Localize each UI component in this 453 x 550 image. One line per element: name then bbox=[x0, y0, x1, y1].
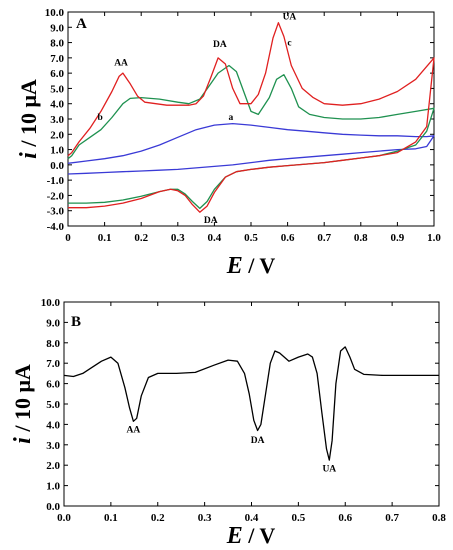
panel-a-label: A bbox=[76, 16, 87, 32]
panel-a-annotations: AA DA UA c a b DA bbox=[98, 13, 297, 226]
panel-a-x-ticks: 0 0.1 0.2 0.3 0.4 0.5 0.6 0.7 0.8 0.9 1.0 bbox=[65, 12, 441, 244]
panel-a-annotation: DA bbox=[213, 40, 227, 50]
panel-b-x-tick-label: 0.0 bbox=[57, 512, 71, 524]
panel-b-y-tick-label: 6.0 bbox=[46, 379, 60, 391]
panel-a-x-axis-label: E / V bbox=[226, 253, 276, 279]
panel-a-x-tick-label: 0.1 bbox=[98, 232, 112, 244]
panel-a-y-ticks: -4.0 -3.0 -2.0 -1.0 0.0 1.0 2.0 3.0 4.0 5.0 6.0 7.0… bbox=[45, 7, 434, 233]
panel-a-y-tick-label: 5.0 bbox=[50, 83, 64, 95]
panel-a-y-tick-label: -2.0 bbox=[47, 190, 65, 202]
panel-b-x-tick-label: 0.6 bbox=[338, 512, 352, 524]
panel-b-series-0 bbox=[63, 346, 439, 461]
panel-b-y-tick-label: 5.0 bbox=[46, 399, 60, 411]
panel-a-series-b bbox=[67, 64, 435, 210]
panel-b-x-tick-label: 0.8 bbox=[432, 512, 446, 524]
panel-b-x-axis-symbol: E bbox=[226, 523, 243, 549]
panel-a-series-a bbox=[67, 122, 435, 175]
panel-b-y-ticks: 0.0 1.0 2.0 3.0 4.0 5.0 6.0 7.0 8.0 9.0 10.0 bbox=[41, 297, 439, 513]
panel-a-y-axis-symbol: i bbox=[16, 152, 42, 159]
panel-a-y-tick-label: 7.0 bbox=[50, 53, 64, 65]
panel-b-x-tick-label: 0.4 bbox=[245, 512, 259, 524]
panel-a-x-tick-label: 0.7 bbox=[317, 232, 331, 244]
panel-a-annotation: AA bbox=[114, 59, 128, 69]
panel-a-y-tick-label: -4.0 bbox=[47, 221, 65, 233]
panel-b-annotation: UA bbox=[322, 464, 336, 474]
panel-a-x-tick-label: 0.9 bbox=[391, 232, 405, 244]
panel-a-x-tick-label: 1.0 bbox=[427, 232, 441, 244]
panel-a-y-tick-label: 4.0 bbox=[50, 99, 64, 111]
panel-b-y-tick-label: 8.0 bbox=[46, 338, 60, 350]
panel-a-x-tick-label: 0.4 bbox=[208, 232, 222, 244]
panel-a-y-tick-label: 6.0 bbox=[50, 68, 64, 80]
panel-b-y-axis-unit: / 10 μA bbox=[10, 364, 35, 437]
panel-a-y-tick-label: 2.0 bbox=[50, 129, 64, 141]
panel-b-y-tick-label: 9.0 bbox=[46, 317, 60, 329]
panel-a-y-axis-label: i / 10 μA bbox=[16, 79, 42, 159]
panel-a-y-tick-label: 3.0 bbox=[50, 114, 64, 126]
panel-b-y-tick-label: 4.0 bbox=[46, 419, 60, 431]
panel-a-x-tick-label: 0 bbox=[65, 232, 71, 244]
panel-b-x-axis-label: E / V bbox=[226, 523, 276, 549]
panel-b-curves bbox=[63, 346, 439, 461]
panel-b-y-axis-symbol: i bbox=[10, 437, 36, 444]
panel-a-annotation: b bbox=[98, 113, 103, 123]
panel-b-label: B bbox=[71, 314, 81, 330]
panel-a: -4.0 -3.0 -2.0 -1.0 0.0 1.0 2.0 3.0 4.0 5.0 6.0 7.0… bbox=[16, 7, 441, 279]
panel-a-y-tick-label: 1.0 bbox=[50, 145, 64, 157]
panel-a-y-tick-label: -1.0 bbox=[47, 175, 65, 187]
panel-b-x-tick-label: 0.5 bbox=[292, 512, 306, 524]
panel-a-frame bbox=[67, 11, 435, 227]
panel-a-annotation: DA bbox=[204, 216, 218, 226]
panel-a-x-tick-label: 0.6 bbox=[281, 232, 295, 244]
panel-a-y-axis-unit: / 10 μA bbox=[16, 79, 41, 152]
panel-a-x-tick-label: 0.5 bbox=[244, 232, 258, 244]
panel-b-x-tick-label: 0.7 bbox=[385, 512, 399, 524]
panel-b: 0.01.02.03.04.05.06.07.08.09.010.0 0.0 0.… bbox=[10, 297, 446, 549]
panel-b-y-axis-label: i / 10 μA bbox=[10, 364, 36, 444]
panel-a-series-c bbox=[67, 22, 435, 213]
panel-b-x-ticks: 0.0 0.1 0.2 0.3 0.4 0.5 0.6 0.7 0.8 bbox=[57, 302, 446, 524]
panel-a-y-tick-label: 10.0 bbox=[45, 7, 65, 19]
panel-b-y-tick-label: 10.0 bbox=[41, 297, 61, 309]
panel-b-annotations: AA DA UA bbox=[127, 426, 337, 475]
panel-a-annotation: a bbox=[228, 113, 233, 123]
panel-b-x-axis-unit: / V bbox=[243, 523, 276, 548]
panel-a-y-tick-label: 8.0 bbox=[50, 38, 64, 50]
panel-a-x-tick-label: 0.2 bbox=[134, 232, 148, 244]
panel-a-curves bbox=[67, 22, 435, 213]
panel-b-y-tick-label: 3.0 bbox=[46, 440, 60, 452]
panel-a-x-tick-label: 0.8 bbox=[354, 232, 368, 244]
panel-b-y-tick-label: 7.0 bbox=[46, 358, 60, 370]
panel-a-annotation: UA bbox=[283, 13, 297, 23]
panel-a-x-axis-symbol: E bbox=[226, 253, 243, 279]
panel-a-x-tick-label: 0.3 bbox=[171, 232, 185, 244]
panel-b-x-tick-label: 0.1 bbox=[104, 512, 118, 524]
panel-a-y-tick-label: 9.0 bbox=[50, 22, 64, 34]
panel-a-x-axis-unit: / V bbox=[243, 253, 276, 278]
panel-b-y-tick-label: 2.0 bbox=[46, 460, 60, 472]
panel-a-y-tick-label: -3.0 bbox=[47, 206, 65, 218]
panel-b-y-tick-label: 1.0 bbox=[46, 481, 60, 493]
panel-b-y-tick-label: 0.0 bbox=[46, 501, 60, 513]
panel-b-annotation: AA bbox=[127, 426, 141, 436]
panel-b-x-tick-label: 0.3 bbox=[198, 512, 212, 524]
panel-b-x-tick-label: 0.2 bbox=[151, 512, 165, 524]
panel-a-annotation: c bbox=[287, 39, 291, 49]
panel-a-y-tick-label: 0.0 bbox=[50, 160, 64, 172]
panel-b-annotation: DA bbox=[251, 436, 265, 446]
